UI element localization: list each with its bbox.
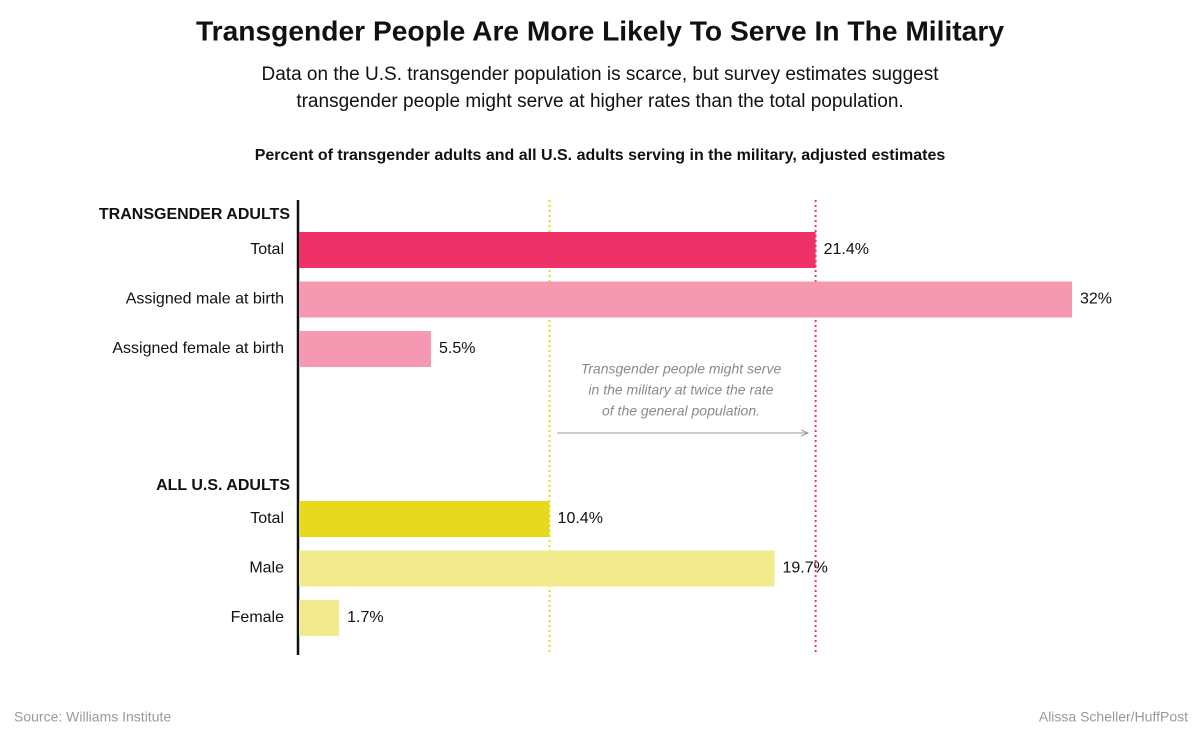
annotation: Transgender people might serve	[581, 361, 782, 377]
category-label: Female	[231, 609, 284, 626]
category-label: Male	[249, 560, 284, 577]
bar	[299, 331, 432, 367]
bar	[299, 600, 340, 636]
group-label: ALL U.S. ADULTS	[156, 477, 290, 494]
subtitle: transgender people might serve at higher…	[296, 91, 903, 112]
value-label: 19.7%	[782, 560, 827, 577]
annotation: in the military at twice the rate	[588, 382, 773, 398]
source: Source: Williams Institute	[14, 709, 171, 725]
bar	[299, 232, 816, 268]
category-label: Assigned male at birth	[126, 291, 284, 308]
bar	[299, 501, 550, 537]
value-label: 5.5%	[439, 340, 475, 357]
value-label: 10.4%	[558, 510, 603, 527]
annotation: of the general population.	[602, 403, 760, 419]
chart-title: Transgender People Are More Likely To Se…	[196, 15, 1004, 46]
credit: Alissa Scheller/HuffPost	[1039, 709, 1188, 725]
bar	[299, 550, 775, 587]
group-label: TRANSGENDER ADULTS	[99, 206, 290, 223]
bar	[299, 281, 1072, 318]
value-label: 1.7%	[347, 609, 383, 626]
chart-subtitle: Percent of transgender adults and all U.…	[255, 147, 946, 164]
value-label: 32%	[1080, 291, 1112, 308]
subtitle: Data on the U.S. transgender population …	[262, 64, 940, 85]
category-label: Total	[250, 241, 284, 258]
value-label: 21.4%	[824, 241, 869, 258]
category-label: Assigned female at birth	[112, 340, 284, 357]
category-label: Total	[250, 510, 284, 527]
